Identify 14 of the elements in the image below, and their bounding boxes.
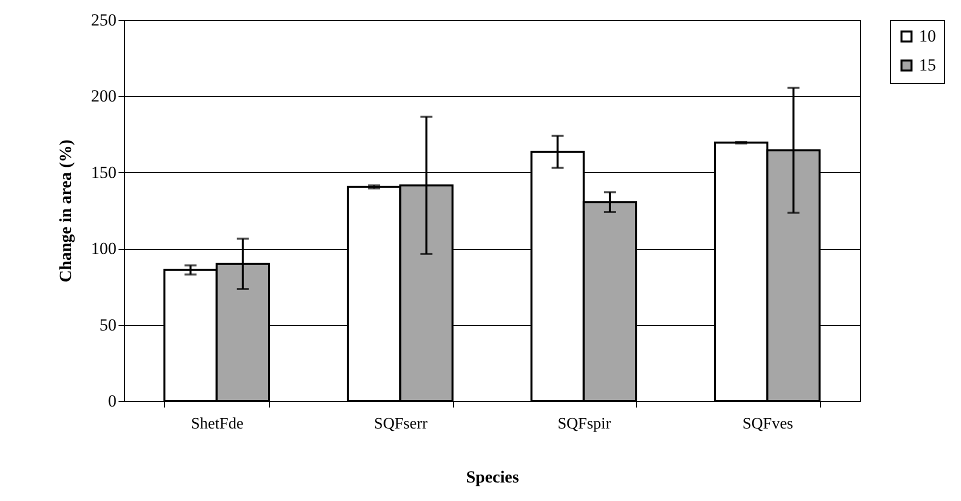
y-tick-label: 100 — [91, 239, 116, 258]
x-tick-label: ShetFde — [190, 416, 244, 432]
x-tick-label: SQFserr — [374, 416, 428, 432]
x-axis-title: Species — [466, 468, 520, 486]
y-tick-label: 250 — [91, 10, 116, 30]
y-tick-label: 150 — [91, 162, 116, 182]
x-tick-label: SQFspir — [558, 416, 612, 432]
y-tick-label: 0 — [108, 392, 116, 410]
legend-label: 15 — [919, 56, 936, 74]
y-tick-label: 50 — [100, 315, 116, 334]
y-tick-label: 200 — [91, 86, 116, 106]
legend-label: 10 — [919, 26, 936, 46]
x-tick-label: SQFves — [742, 416, 794, 432]
y-axis-title: Change in area (%) — [56, 140, 75, 282]
